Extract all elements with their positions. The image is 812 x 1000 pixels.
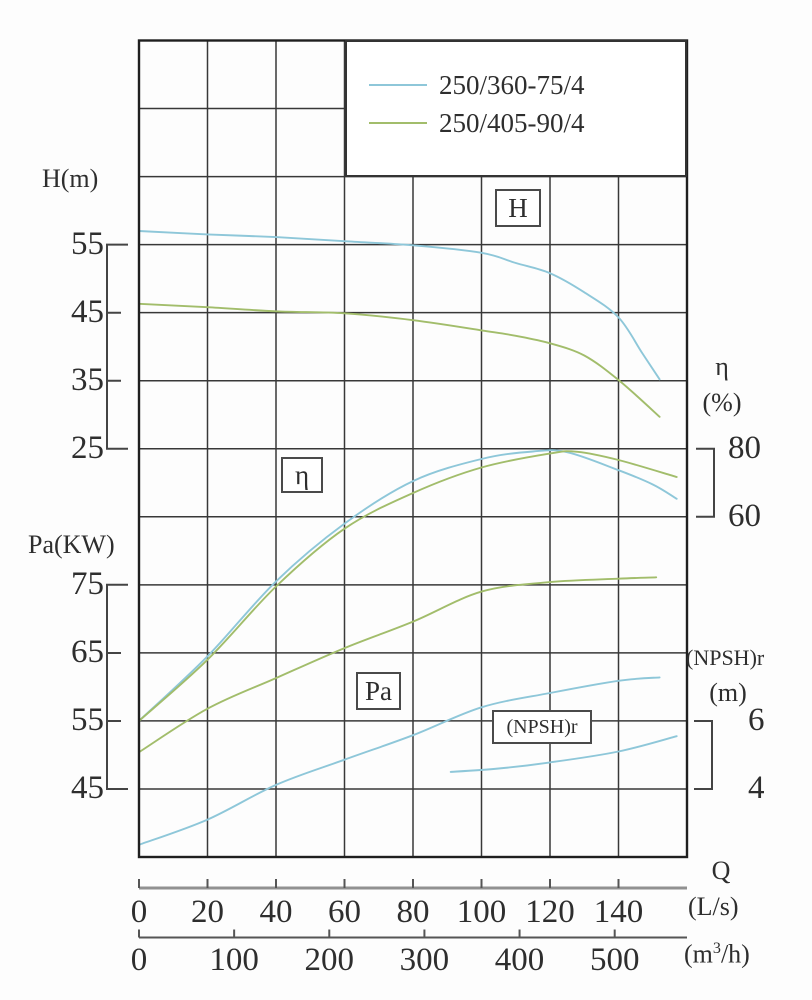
curve-Pa-250/405-90/4 <box>138 576 658 754</box>
pa-axis-tick-label: 55 <box>71 701 104 738</box>
h-axis-tick-label: 25 <box>71 429 104 466</box>
npshr-axis-tick-label: 4 <box>748 769 765 806</box>
npsh-axis-unit: (m) <box>709 678 747 707</box>
m3h-axis-tick-label: 500 <box>589 942 640 978</box>
npshr-axis-tick-label: 6 <box>748 701 765 738</box>
eta-axis-tick-label: 80 <box>728 429 761 466</box>
h-axis-title: H(m) <box>42 164 99 193</box>
npsh-curve-label-box: (NPSH)r <box>492 710 592 744</box>
m3h-pre: (m <box>684 939 713 969</box>
x-axis-m3h <box>138 929 687 939</box>
ls-axis-tick-label: 100 <box>456 894 507 930</box>
ls-axis-tick-label: 20 <box>191 894 224 930</box>
curve-NPSHr-250/360-75/4 <box>449 735 678 773</box>
legend-line-swatch-model2 <box>369 122 427 124</box>
q-axis-unit-ls: (L/s) <box>688 892 739 921</box>
legend-label-model2: 250/405-90/4 <box>439 107 585 138</box>
ls-axis-tick-label: 60 <box>328 894 361 930</box>
m3h-axis-tick-label: 400 <box>494 942 545 978</box>
ls-axis-tick-label: 80 <box>396 894 430 930</box>
curve-Pa-250/360-75/4 <box>138 676 661 846</box>
npsh-axis-title: (NPSH)r <box>686 645 765 670</box>
eta-axis-unit: (%) <box>702 388 742 417</box>
legend-line-swatch-model1 <box>369 84 427 86</box>
h-axis-tick-label: 55 <box>71 225 104 262</box>
legend-item: 250/360-75/4 <box>347 66 685 104</box>
legend-label-model1: 250/360-75/4 <box>439 69 585 100</box>
m3h-post: /h) <box>720 939 750 969</box>
legend-item: 250/405-90/4 <box>347 104 685 142</box>
eta-axis-bracket <box>696 447 715 518</box>
q-axis-title: Q <box>711 856 731 885</box>
pa-axis-tick-label: 45 <box>71 769 104 806</box>
m3h-axis-tick-label: 200 <box>304 942 355 978</box>
pa-curve-label-box: Pa <box>356 672 401 710</box>
axis-brackets <box>106 243 715 790</box>
ls-axis-tick-label: 0 <box>130 894 148 930</box>
eta-curve-label-box: η <box>281 457 323 493</box>
curve-eta-250/405-90/4 <box>138 450 678 722</box>
ls-axis-tick-label: 140 <box>593 894 644 930</box>
pa-axis-title: Pa(KW) <box>28 530 115 559</box>
npsh-axis-bracket <box>694 720 713 790</box>
h-axis-tick-label: 35 <box>71 361 104 398</box>
curve-eta-250/360-75/4 <box>138 449 678 722</box>
curve-H-250/360-75/4 <box>138 230 661 381</box>
eta-axis-title: η <box>715 352 729 381</box>
eta-axis-tick-label: 60 <box>728 497 761 534</box>
curve-H-250/405-90/4 <box>138 302 661 418</box>
m3h-axis-tick-label: 100 <box>209 942 259 978</box>
h-curve-label-box: H <box>495 189 541 227</box>
ls-axis-tick-label: 40 <box>259 894 293 930</box>
h-axis-bracket <box>106 243 128 450</box>
q-axis-unit-m3h: (m3/h) <box>684 934 750 970</box>
m3h-axis-tick-label: 0 <box>130 942 148 978</box>
curves <box>138 230 678 846</box>
legend: 250/360-75/4 250/405-90/4 <box>345 40 687 177</box>
pa-axis-tick-label: 75 <box>71 565 104 602</box>
h-axis-tick-label: 45 <box>71 293 104 330</box>
x-axis-ls <box>138 879 687 890</box>
m3h-sup: 3 <box>712 940 721 957</box>
pa-axis-tick-label: 65 <box>71 633 104 670</box>
pa-axis-bracket <box>106 583 128 790</box>
m3h-axis-tick-label: 300 <box>399 942 450 978</box>
ls-axis-tick-label: 120 <box>525 894 575 930</box>
